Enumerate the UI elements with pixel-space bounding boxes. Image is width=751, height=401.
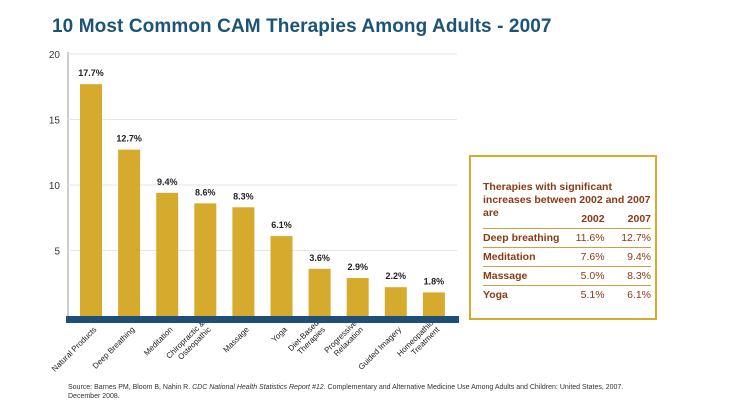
bar <box>80 84 102 316</box>
bar <box>270 236 293 316</box>
row-2002: 5.1% <box>559 285 605 304</box>
row-2007: 8.3% <box>604 266 651 286</box>
source-report: CDC National Health Statistics Report #1… <box>192 384 326 391</box>
bar <box>156 192 179 316</box>
data-label: 9.4% <box>157 177 178 187</box>
source-suffix: Complementary and Alternative Medicine U… <box>68 384 624 400</box>
y-tick-label: 5 <box>54 247 60 258</box>
x-category-label: Chiropractic &Osteopathic <box>164 318 212 361</box>
data-label: 6.1% <box>271 220 292 230</box>
x-tick-label: Natural Products <box>50 325 99 374</box>
x-axis-bar <box>66 316 459 323</box>
table-row: Meditation 7.6% 9.4% <box>483 247 651 267</box>
bar <box>194 203 217 316</box>
table-row: Deep breathing 11.6% 12.7% <box>483 228 651 248</box>
increases-panel: Therapies with significant increases bet… <box>469 155 657 320</box>
x-category-label: Massage <box>221 325 251 355</box>
row-name: Yoga <box>483 285 560 304</box>
x-category-label: Natural Products <box>50 325 99 374</box>
table-row: Yoga 5.1% 6.1% <box>483 285 651 304</box>
row-2002: 11.6% <box>559 228 605 248</box>
table-row: Massage 5.0% 8.3% <box>483 266 651 286</box>
y-tick-label: 10 <box>49 181 61 192</box>
bar <box>346 278 369 316</box>
row-2007: 12.7% <box>604 228 651 248</box>
row-2007: 9.4% <box>604 247 651 267</box>
row-2002: 5.0% <box>559 266 605 286</box>
bar <box>384 287 407 316</box>
row-2002: 7.6% <box>559 247 605 267</box>
table-header-blank <box>483 212 559 229</box>
data-label: 1.8% <box>424 276 445 286</box>
data-label: 8.6% <box>195 187 216 197</box>
data-label: 2.9% <box>347 262 368 272</box>
data-label: 8.3% <box>233 191 254 201</box>
data-label: 2.2% <box>386 271 407 281</box>
row-name: Massage <box>483 266 560 286</box>
row-name: Deep breathing <box>483 228 560 248</box>
x-tick-label: Massage <box>221 325 251 355</box>
x-category-label: Yoga <box>270 325 289 344</box>
source-note: Source: Barnes PM, Bloom B, Nahin R. CDC… <box>68 383 628 401</box>
row-name: Meditation <box>483 247 560 267</box>
table-header-2007: 2007 <box>627 213 651 225</box>
source-prefix: Source: Barnes PM, Bloom B, Nahin R. <box>68 384 191 391</box>
chart-title: 10 Most Common CAM Therapies Among Adult… <box>52 16 552 37</box>
bar <box>308 268 331 316</box>
bar <box>232 207 255 316</box>
row-2007: 6.1% <box>604 285 651 304</box>
data-label: 17.7% <box>78 68 104 78</box>
data-label: 12.7% <box>116 134 142 144</box>
x-tick-label: Yoga <box>270 325 289 344</box>
increases-table: 2002 2007 Deep breathing 11.6% 12.7% Med… <box>483 212 651 304</box>
data-label: 3.6% <box>309 253 330 263</box>
table-header-2002: 2002 <box>581 213 605 225</box>
y-tick-label: 20 <box>49 50 61 61</box>
y-tick-label: 15 <box>49 116 61 127</box>
panel-title: Therapies with significant increases bet… <box>483 181 651 219</box>
bar <box>422 292 445 316</box>
bar <box>118 149 141 316</box>
